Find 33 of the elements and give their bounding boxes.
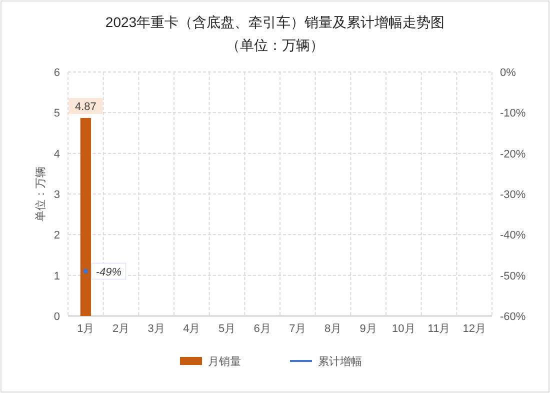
y-axis-title: 单位：万辆 <box>34 166 47 222</box>
y-tick-label: 6 <box>54 67 60 79</box>
x-tick-label: 12月 <box>462 323 486 335</box>
y2-tick-label: -10% <box>500 108 526 120</box>
legend-label: 月销量 <box>208 356 241 368</box>
legend-label: 累计增幅 <box>318 355 362 368</box>
y-tick-label: 2 <box>54 230 60 242</box>
y-tick-label: 0 <box>54 311 60 323</box>
y2-tick-label: -30% <box>500 189 526 201</box>
x-tick-label: 6月 <box>254 323 271 335</box>
x-tick-label: 2月 <box>112 323 130 335</box>
chart-subtitle: （单位：万辆） <box>226 37 324 53</box>
x-tick-label: 11月 <box>428 323 450 335</box>
y2-tick-label: -50% <box>500 270 526 282</box>
data-label: -49% <box>96 266 122 278</box>
y-tick-label: 5 <box>54 108 60 120</box>
x-tick-label: 8月 <box>324 323 342 335</box>
y-tick-label: 3 <box>54 189 60 201</box>
y2-tick-label: 0% <box>500 67 516 79</box>
y2-tick-label: -40% <box>500 230 526 242</box>
x-tick-label: 3月 <box>148 323 165 335</box>
chart-title: 2023年重卡（含底盘、牵引车）销量及累计增幅走势图 <box>105 14 445 30</box>
x-tick-label: 4月 <box>183 323 200 335</box>
x-tick-label: 7月 <box>289 323 306 335</box>
y2-tick-label: -20% <box>500 148 526 160</box>
x-tick-label: 1月 <box>77 323 94 335</box>
x-tick-label: 10月 <box>392 323 416 335</box>
x-tick-label: 5月 <box>218 323 236 335</box>
y-tick-label: 1 <box>54 270 60 282</box>
y-tick-label: 4 <box>54 148 60 160</box>
x-tick-label: 9月 <box>360 323 377 335</box>
data-label: 4.87 <box>74 100 96 113</box>
y2-tick-label: -60% <box>500 311 526 323</box>
